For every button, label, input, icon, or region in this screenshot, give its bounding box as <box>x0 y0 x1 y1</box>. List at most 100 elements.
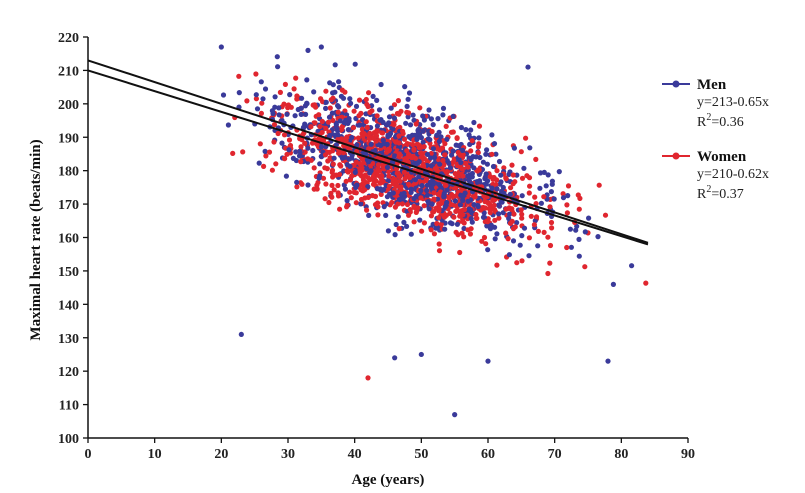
point-women <box>547 242 554 249</box>
outlier-men <box>305 47 311 53</box>
point-men <box>336 79 342 85</box>
point-men <box>356 122 363 128</box>
point-men <box>460 147 466 153</box>
x-tick-label: 10 <box>148 447 162 462</box>
point-women <box>271 139 277 145</box>
y-axis-title: Maximal heart rate (beats/min) <box>28 139 44 340</box>
point-men <box>392 153 398 159</box>
point-men <box>521 225 528 231</box>
point-men <box>463 127 469 133</box>
point-men <box>256 160 262 166</box>
point-men <box>346 156 352 162</box>
point-men <box>352 61 358 67</box>
x-tick-label: 80 <box>614 447 628 462</box>
point-women <box>476 123 483 129</box>
point-women <box>348 195 354 201</box>
point-women <box>253 96 259 102</box>
point-women <box>271 122 278 128</box>
point-men <box>353 103 360 109</box>
point-women <box>399 201 405 207</box>
point-men <box>385 228 391 234</box>
point-women <box>514 260 520 266</box>
point-men <box>430 181 436 187</box>
point-women <box>454 135 460 141</box>
point-women <box>518 207 524 213</box>
point-women <box>419 228 425 234</box>
point-men <box>468 127 474 133</box>
point-women <box>391 122 397 128</box>
point-men <box>377 186 383 192</box>
point-men <box>236 90 242 96</box>
point-men <box>393 221 399 228</box>
point-men <box>290 155 296 161</box>
point-men <box>506 215 512 222</box>
point-men <box>335 103 341 109</box>
point-women <box>360 166 366 172</box>
point-women <box>503 230 509 236</box>
point-women <box>441 214 448 220</box>
point-men <box>514 220 520 226</box>
point-women <box>564 210 571 216</box>
point-men <box>323 105 329 111</box>
point-men <box>556 169 562 175</box>
point-women <box>431 196 437 202</box>
point-women <box>353 190 359 196</box>
point-men <box>548 189 555 195</box>
point-men <box>296 153 303 159</box>
outlier-men <box>318 44 324 50</box>
point-women <box>412 205 418 211</box>
point-women <box>335 193 342 199</box>
point-women <box>380 200 386 206</box>
point-men <box>335 132 341 138</box>
point-women <box>340 150 347 156</box>
point-women <box>298 144 304 150</box>
point-men <box>349 134 355 141</box>
point-women <box>523 135 529 141</box>
point-women <box>602 212 609 218</box>
point-women <box>454 173 460 179</box>
point-women <box>493 182 499 188</box>
point-women <box>465 164 471 170</box>
point-women <box>524 173 530 179</box>
point-women <box>337 162 343 168</box>
point-women <box>379 177 385 183</box>
point-men <box>481 210 487 216</box>
point-men <box>329 110 335 116</box>
x-tick-label: 40 <box>348 447 362 462</box>
point-men <box>549 181 555 187</box>
point-men <box>565 193 571 199</box>
point-women <box>473 211 479 218</box>
point-women <box>420 163 427 169</box>
point-women <box>257 141 263 147</box>
point-men <box>368 168 374 174</box>
point-men <box>435 181 441 187</box>
point-women <box>312 120 318 126</box>
point-men <box>348 100 354 106</box>
point-men <box>401 219 407 225</box>
point-women <box>460 173 466 179</box>
point-men <box>317 161 323 167</box>
point-men <box>303 111 309 117</box>
point-men <box>262 86 269 92</box>
point-women <box>353 200 359 206</box>
point-women <box>386 183 392 189</box>
point-women <box>331 187 337 193</box>
point-women <box>401 169 407 175</box>
point-men <box>363 111 369 117</box>
point-women <box>344 134 350 140</box>
point-men <box>415 131 421 137</box>
point-men <box>442 204 448 210</box>
point-women <box>475 150 481 156</box>
point-men <box>519 193 525 199</box>
point-women <box>364 125 370 131</box>
point-women <box>266 149 273 155</box>
point-women <box>448 129 455 135</box>
point-men <box>474 179 480 185</box>
point-women <box>443 123 449 129</box>
point-women <box>510 172 516 178</box>
point-men <box>629 263 635 269</box>
point-men <box>574 223 580 229</box>
point-men <box>408 231 414 237</box>
point-men <box>406 90 413 96</box>
point-women <box>291 86 297 92</box>
